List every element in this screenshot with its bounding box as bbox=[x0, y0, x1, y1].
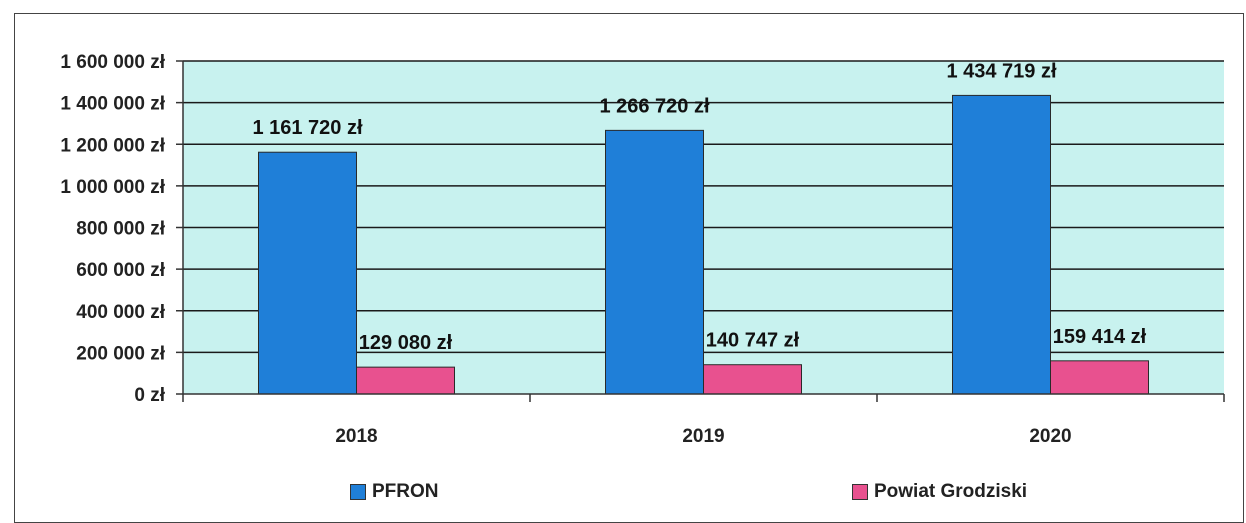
x-tick-label: 2020 bbox=[1029, 426, 1071, 447]
y-tick-label: 1 400 000 zł bbox=[60, 94, 165, 115]
x-tick-label: 2019 bbox=[682, 426, 724, 447]
data-label: 129 080 zł bbox=[359, 332, 453, 354]
y-tick-label: 1 200 000 zł bbox=[60, 135, 165, 156]
legend-label-pfron: PFRON bbox=[372, 481, 439, 502]
legend-label-powiat-grodziski: Powiat Grodziski bbox=[874, 481, 1028, 502]
data-label: 1 434 719 zł bbox=[946, 60, 1057, 82]
bar-chart: 0 zł 200 000 zł 400 000 zł 600 000 zł 800 00… bbox=[60, 52, 1225, 447]
legend-item-pfron: PFRON bbox=[350, 481, 439, 503]
y-tick-label: 400 000 zł bbox=[76, 302, 165, 323]
bar-pfron-2018 bbox=[258, 151, 357, 395]
legend-swatch-powiat-grodziski bbox=[852, 484, 868, 500]
data-label: 1 161 720 zł bbox=[252, 117, 363, 139]
y-tick-label: 0 zł bbox=[134, 385, 165, 406]
y-tick-label: 600 000 zł bbox=[76, 260, 165, 281]
bar-powiat-grodziski-2019 bbox=[703, 364, 802, 395]
legend-swatch-pfron bbox=[350, 484, 366, 500]
legend-item-powiat-grodziski: Powiat Grodziski bbox=[852, 481, 1027, 503]
bar-pfron-2019 bbox=[605, 129, 704, 395]
bar-powiat-grodziski-2018 bbox=[356, 366, 455, 395]
y-tick-label: 800 000 zł bbox=[76, 219, 165, 240]
y-tick-label: 1 000 000 zł bbox=[60, 177, 165, 198]
data-label: 159 414 zł bbox=[1053, 326, 1147, 348]
y-tick-label: 1 600 000 zł bbox=[60, 52, 165, 73]
data-label: 1 266 720 zł bbox=[599, 95, 710, 117]
bar-pfron-2020 bbox=[952, 94, 1051, 395]
bar-powiat-grodziski-2020 bbox=[1050, 360, 1149, 395]
data-label: 140 747 zł bbox=[706, 330, 800, 352]
x-tick-label: 2018 bbox=[335, 426, 377, 447]
y-tick-label: 200 000 zł bbox=[76, 343, 165, 364]
